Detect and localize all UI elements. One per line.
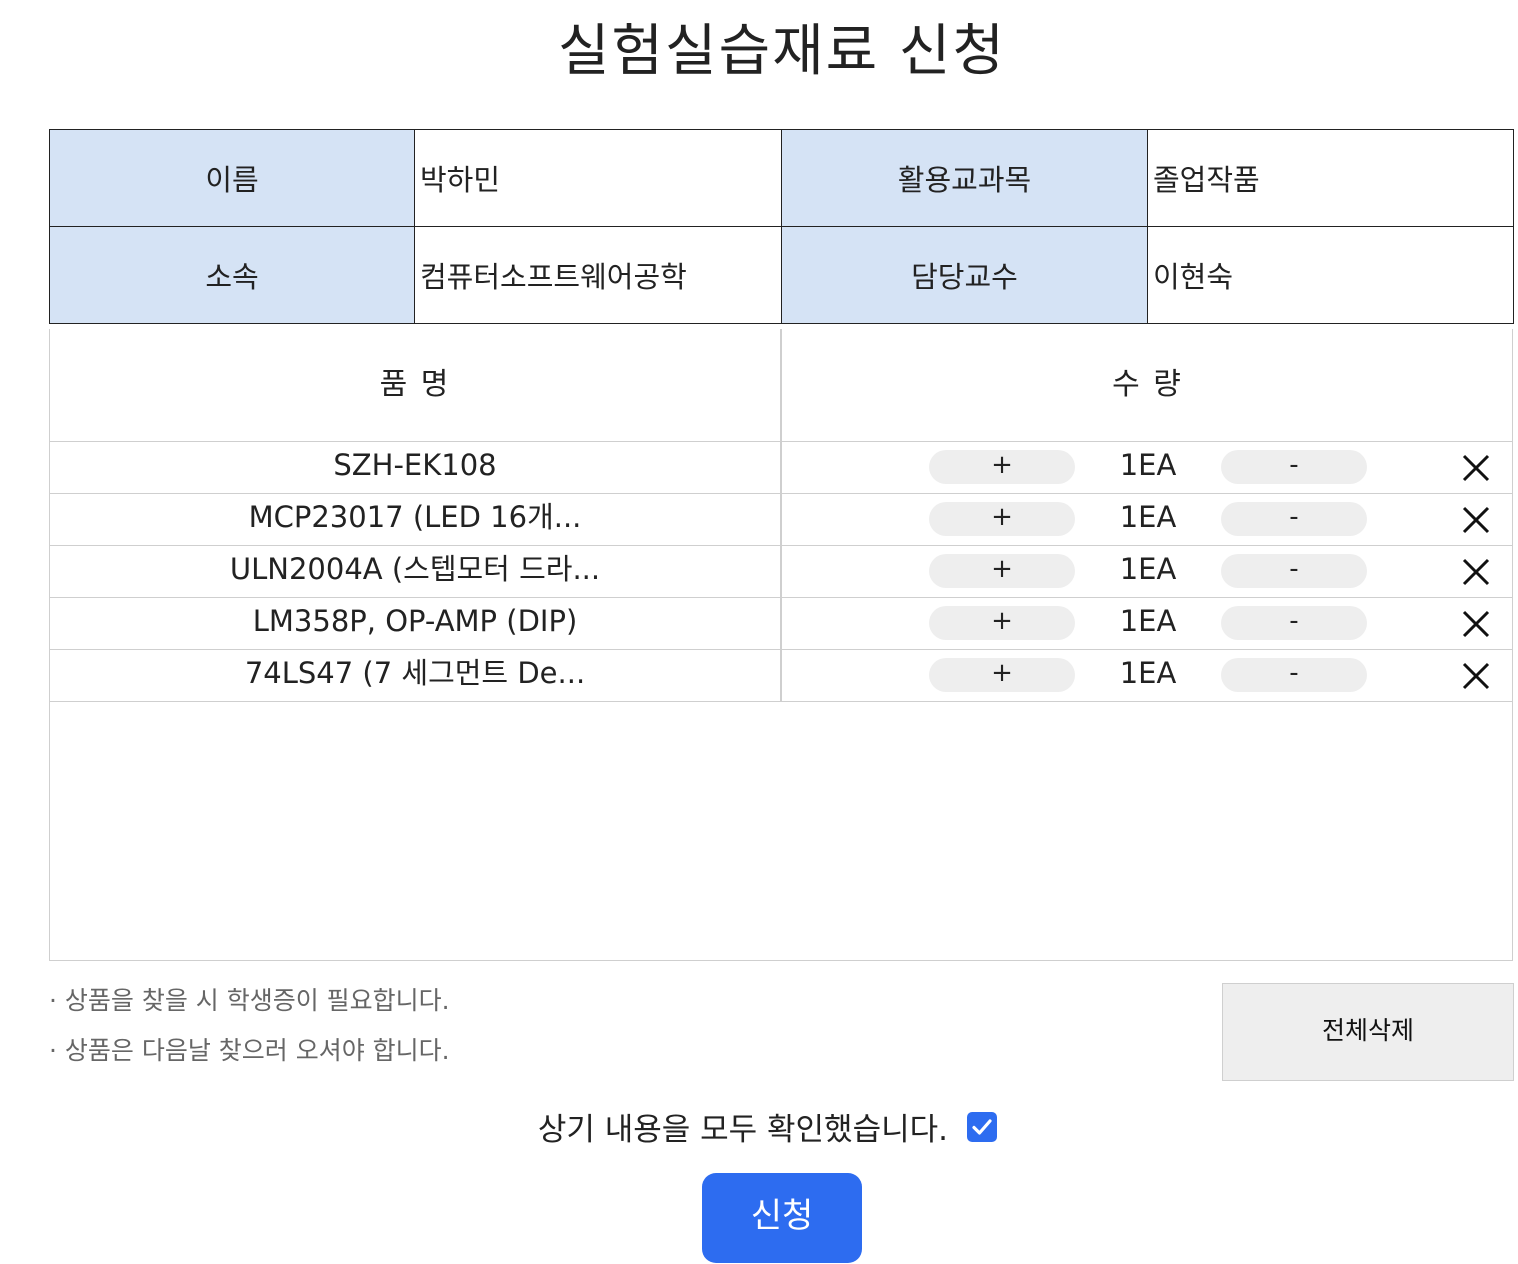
info-row-dept: 소속 컴퓨터소프트웨어공학 담당교수 이현숙 <box>49 226 1514 324</box>
subject-value: 졸업작품 <box>1147 129 1514 227</box>
item-quantity: 1EA <box>1119 500 1177 534</box>
increase-qty-button[interactable]: + <box>929 658 1075 692</box>
column-divider <box>780 329 782 701</box>
increase-qty-button[interactable]: + <box>929 606 1075 640</box>
submit-button[interactable]: 신청 <box>702 1173 862 1263</box>
remove-item-icon[interactable] <box>1460 660 1492 692</box>
item-name: SZH-EK108 <box>333 448 497 482</box>
item-row: SZH-EK108 + 1EA - <box>50 442 1512 494</box>
item-name: MCP23017 (LED 16개... <box>248 500 582 534</box>
notice-item: · 상품은 다음날 찾으러 오셔야 합니다. <box>49 1036 450 1065</box>
increase-qty-button[interactable]: + <box>929 502 1075 536</box>
name-value: 박하민 <box>414 129 782 227</box>
name-label: 이름 <box>49 129 415 227</box>
increase-qty-button[interactable]: + <box>929 450 1075 484</box>
decrease-qty-button[interactable]: - <box>1221 554 1367 588</box>
remove-item-icon[interactable] <box>1460 452 1492 484</box>
page-title: 실험실습재료 신청 <box>558 19 1006 84</box>
items-list: 품 명 수 량 SZH-EK108 + 1EA - MCP23017 (LED … <box>49 329 1513 961</box>
applicant-info-table: 이름 박하민 활용교과목 졸업작품 소속 컴퓨터소프트웨어공학 담당교수 이현숙 <box>49 129 1514 324</box>
checkmark-icon <box>972 1119 992 1135</box>
remove-item-icon[interactable] <box>1460 504 1492 536</box>
professor-label: 담당교수 <box>781 226 1148 324</box>
confirm-checkbox[interactable] <box>967 1112 997 1142</box>
confirm-label: 상기 내용을 모두 확인했습니다. <box>537 1112 948 1148</box>
item-quantity: 1EA <box>1119 604 1177 638</box>
item-row: MCP23017 (LED 16개... + 1EA - <box>50 494 1512 546</box>
item-quantity: 1EA <box>1119 552 1177 586</box>
header-item-name: 품 명 <box>379 367 451 402</box>
item-name: 74LS47 (7 세그먼트 De... <box>244 656 586 690</box>
notice-list: · 상품을 찾을 시 학생증이 필요합니다. · 상품은 다음날 찾으러 오셔야… <box>49 976 450 1076</box>
decrease-qty-button[interactable]: - <box>1221 606 1367 640</box>
item-name: ULN2004A (스텝모터 드라... <box>229 552 601 586</box>
remove-item-icon[interactable] <box>1460 556 1492 588</box>
notice-item: · 상품을 찾을 시 학생증이 필요합니다. <box>49 986 450 1015</box>
decrease-qty-button[interactable]: - <box>1221 658 1367 692</box>
increase-qty-button[interactable]: + <box>929 554 1075 588</box>
item-row: LM358P, OP-AMP (DIP) + 1EA - <box>50 598 1512 650</box>
dept-label: 소속 <box>49 226 415 324</box>
header-quantity: 수 량 <box>1112 367 1183 402</box>
clear-all-button[interactable]: 전체삭제 <box>1222 983 1514 1081</box>
item-quantity: 1EA <box>1119 656 1177 690</box>
item-row: 74LS47 (7 세그먼트 De... + 1EA - <box>50 650 1512 702</box>
remove-item-icon[interactable] <box>1460 608 1492 640</box>
item-name: LM358P, OP-AMP (DIP) <box>252 604 578 638</box>
decrease-qty-button[interactable]: - <box>1221 502 1367 536</box>
dept-value: 컴퓨터소프트웨어공학 <box>414 226 782 324</box>
item-quantity: 1EA <box>1119 448 1177 482</box>
info-row-name: 이름 박하민 활용교과목 졸업작품 <box>49 129 1514 227</box>
professor-value: 이현숙 <box>1147 226 1514 324</box>
item-row: ULN2004A (스텝모터 드라... + 1EA - <box>50 546 1512 598</box>
subject-label: 활용교과목 <box>781 129 1148 227</box>
decrease-qty-button[interactable]: - <box>1221 450 1367 484</box>
